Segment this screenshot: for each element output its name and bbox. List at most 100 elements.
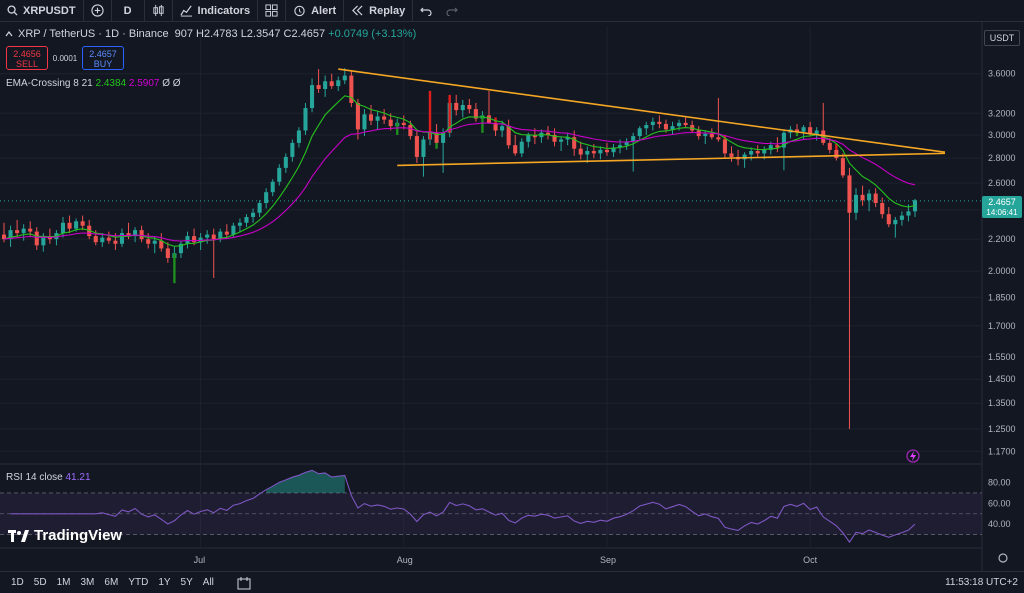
- candle-body: [611, 147, 616, 153]
- trendlines[interactable]: [338, 68, 946, 167]
- candle-body: [106, 237, 111, 241]
- ohlc-values: 907 H2.4783 L2.3547 C2.4657 +0.0749 (+3.…: [175, 28, 417, 40]
- candle-body: [552, 134, 557, 142]
- settings-gear-icon[interactable]: [998, 553, 1008, 563]
- interval-button[interactable]: D: [112, 0, 145, 22]
- alert-button[interactable]: Alert: [286, 0, 345, 22]
- candle-body: [677, 122, 682, 127]
- calendar-range-icon[interactable]: [237, 576, 251, 590]
- candle-body: [860, 194, 865, 201]
- candle-body: [657, 121, 662, 124]
- candle-body: [565, 137, 570, 140]
- layouts-button[interactable]: [258, 0, 287, 22]
- redo-button[interactable]: [439, 0, 465, 22]
- lightning-icon[interactable]: [906, 449, 920, 463]
- range-button-5d[interactable]: 5D: [33, 577, 47, 588]
- currency-button[interactable]: USDT: [984, 30, 1020, 46]
- undo-button[interactable]: [413, 0, 439, 22]
- utc-clock[interactable]: 11:53:18 UTC+2: [945, 577, 1018, 588]
- candle-body: [670, 126, 675, 130]
- range-button-ytd[interactable]: YTD: [128, 577, 149, 588]
- last-price-tag: 2.4657 14:06:41: [982, 196, 1022, 218]
- redo-icon: [446, 7, 459, 16]
- candle-body: [899, 215, 904, 220]
- candle-body: [762, 149, 767, 154]
- buy-button[interactable]: 2.4657 BUY: [82, 46, 124, 70]
- candle-body: [270, 181, 275, 193]
- price-tick-label: 3.6000: [988, 69, 1016, 79]
- time-tick-label: Oct: [803, 555, 818, 565]
- candle-body: [231, 225, 236, 235]
- compare-button[interactable]: [84, 0, 112, 22]
- candle-body: [834, 149, 839, 159]
- rsi-line: [10, 469, 916, 544]
- candle-body: [185, 236, 190, 244]
- sell-button[interactable]: 2.4656 SELL: [6, 46, 48, 70]
- collapse-chevron-icon[interactable]: [4, 29, 14, 39]
- candle-body: [618, 145, 623, 148]
- candle-body: [631, 136, 636, 142]
- candle-body: [74, 221, 79, 229]
- indicators-button[interactable]: Indicators: [173, 0, 259, 22]
- candle-body: [585, 151, 590, 155]
- last-price-value: 2.4657: [988, 197, 1016, 207]
- candle-body: [244, 216, 249, 223]
- candle-body: [368, 114, 374, 121]
- price-axis[interactable]: 3.60003.20003.00002.80002.60002.40002.20…: [988, 69, 1016, 529]
- watermark-text: TradingView: [34, 527, 123, 544]
- signal-bar: [435, 142, 438, 149]
- candle-body: [775, 145, 780, 148]
- range-button-5y[interactable]: 5Y: [180, 577, 193, 588]
- candle-body: [8, 230, 13, 240]
- range-button-1y[interactable]: 1Y: [158, 577, 171, 588]
- candle-body: [165, 248, 170, 258]
- time-axis[interactable]: Jul Aug Sep Oct: [194, 555, 818, 565]
- date-ranges: 1D 5D 1M 3M 6M YTD 1Y 5Y All: [6, 577, 219, 588]
- ema-fast-line: [3, 95, 916, 247]
- candle-body: [139, 230, 144, 240]
- candle-body: [277, 167, 282, 182]
- buy-price: 2.4657: [89, 49, 117, 59]
- range-button-1d[interactable]: 1D: [11, 577, 24, 588]
- candle-body: [126, 233, 131, 237]
- price-tick-label: 1.7000: [988, 321, 1016, 331]
- search-icon: [7, 5, 18, 16]
- candle-body: [218, 231, 223, 240]
- range-button-6m[interactable]: 6M: [104, 577, 119, 588]
- candle-body: [224, 231, 229, 235]
- sell-price: 2.4656: [13, 49, 41, 59]
- buy-label: BUY: [93, 59, 113, 69]
- candle-body: [794, 129, 800, 132]
- rsi-indicator-legend[interactable]: RSI 14 close 41.21: [6, 472, 91, 483]
- range-button-all[interactable]: All: [202, 577, 214, 588]
- ema-indicator-legend[interactable]: EMA-Crossing 8 21 2.4384 2.5907 Ø Ø: [6, 78, 181, 89]
- candles-icon: [152, 4, 164, 17]
- candle-body: [513, 145, 518, 154]
- signal-bar: [448, 94, 451, 133]
- candle-body: [1, 234, 7, 240]
- candle-body: [460, 104, 465, 111]
- replay-button[interactable]: Replay: [344, 0, 414, 22]
- candle-body: [264, 192, 269, 203]
- candle-body: [296, 130, 301, 143]
- candle-body: [886, 214, 891, 225]
- candle-body: [663, 123, 668, 130]
- candle-body: [624, 141, 629, 146]
- rsi-tick-label: 60.00: [988, 498, 1011, 508]
- price-tick-label: 2.6000: [988, 178, 1016, 188]
- range-button-3m[interactable]: 3M: [80, 577, 95, 588]
- candle-body: [113, 240, 118, 244]
- ohlc-close: C2.4657: [283, 28, 326, 40]
- tradingview-logo: TradingView: [8, 527, 122, 544]
- candle-body: [722, 139, 727, 154]
- symbol-search[interactable]: XRPUSDT: [0, 0, 84, 22]
- candle-body: [434, 132, 439, 143]
- candle-body: [814, 130, 819, 134]
- chart-type-button[interactable]: [145, 0, 173, 22]
- price-tick-label: 2.0000: [988, 266, 1016, 276]
- price-tick-label: 1.4500: [988, 374, 1016, 384]
- range-button-1m[interactable]: 1M: [56, 577, 71, 588]
- candle-body: [742, 154, 747, 160]
- candle-body: [80, 221, 85, 226]
